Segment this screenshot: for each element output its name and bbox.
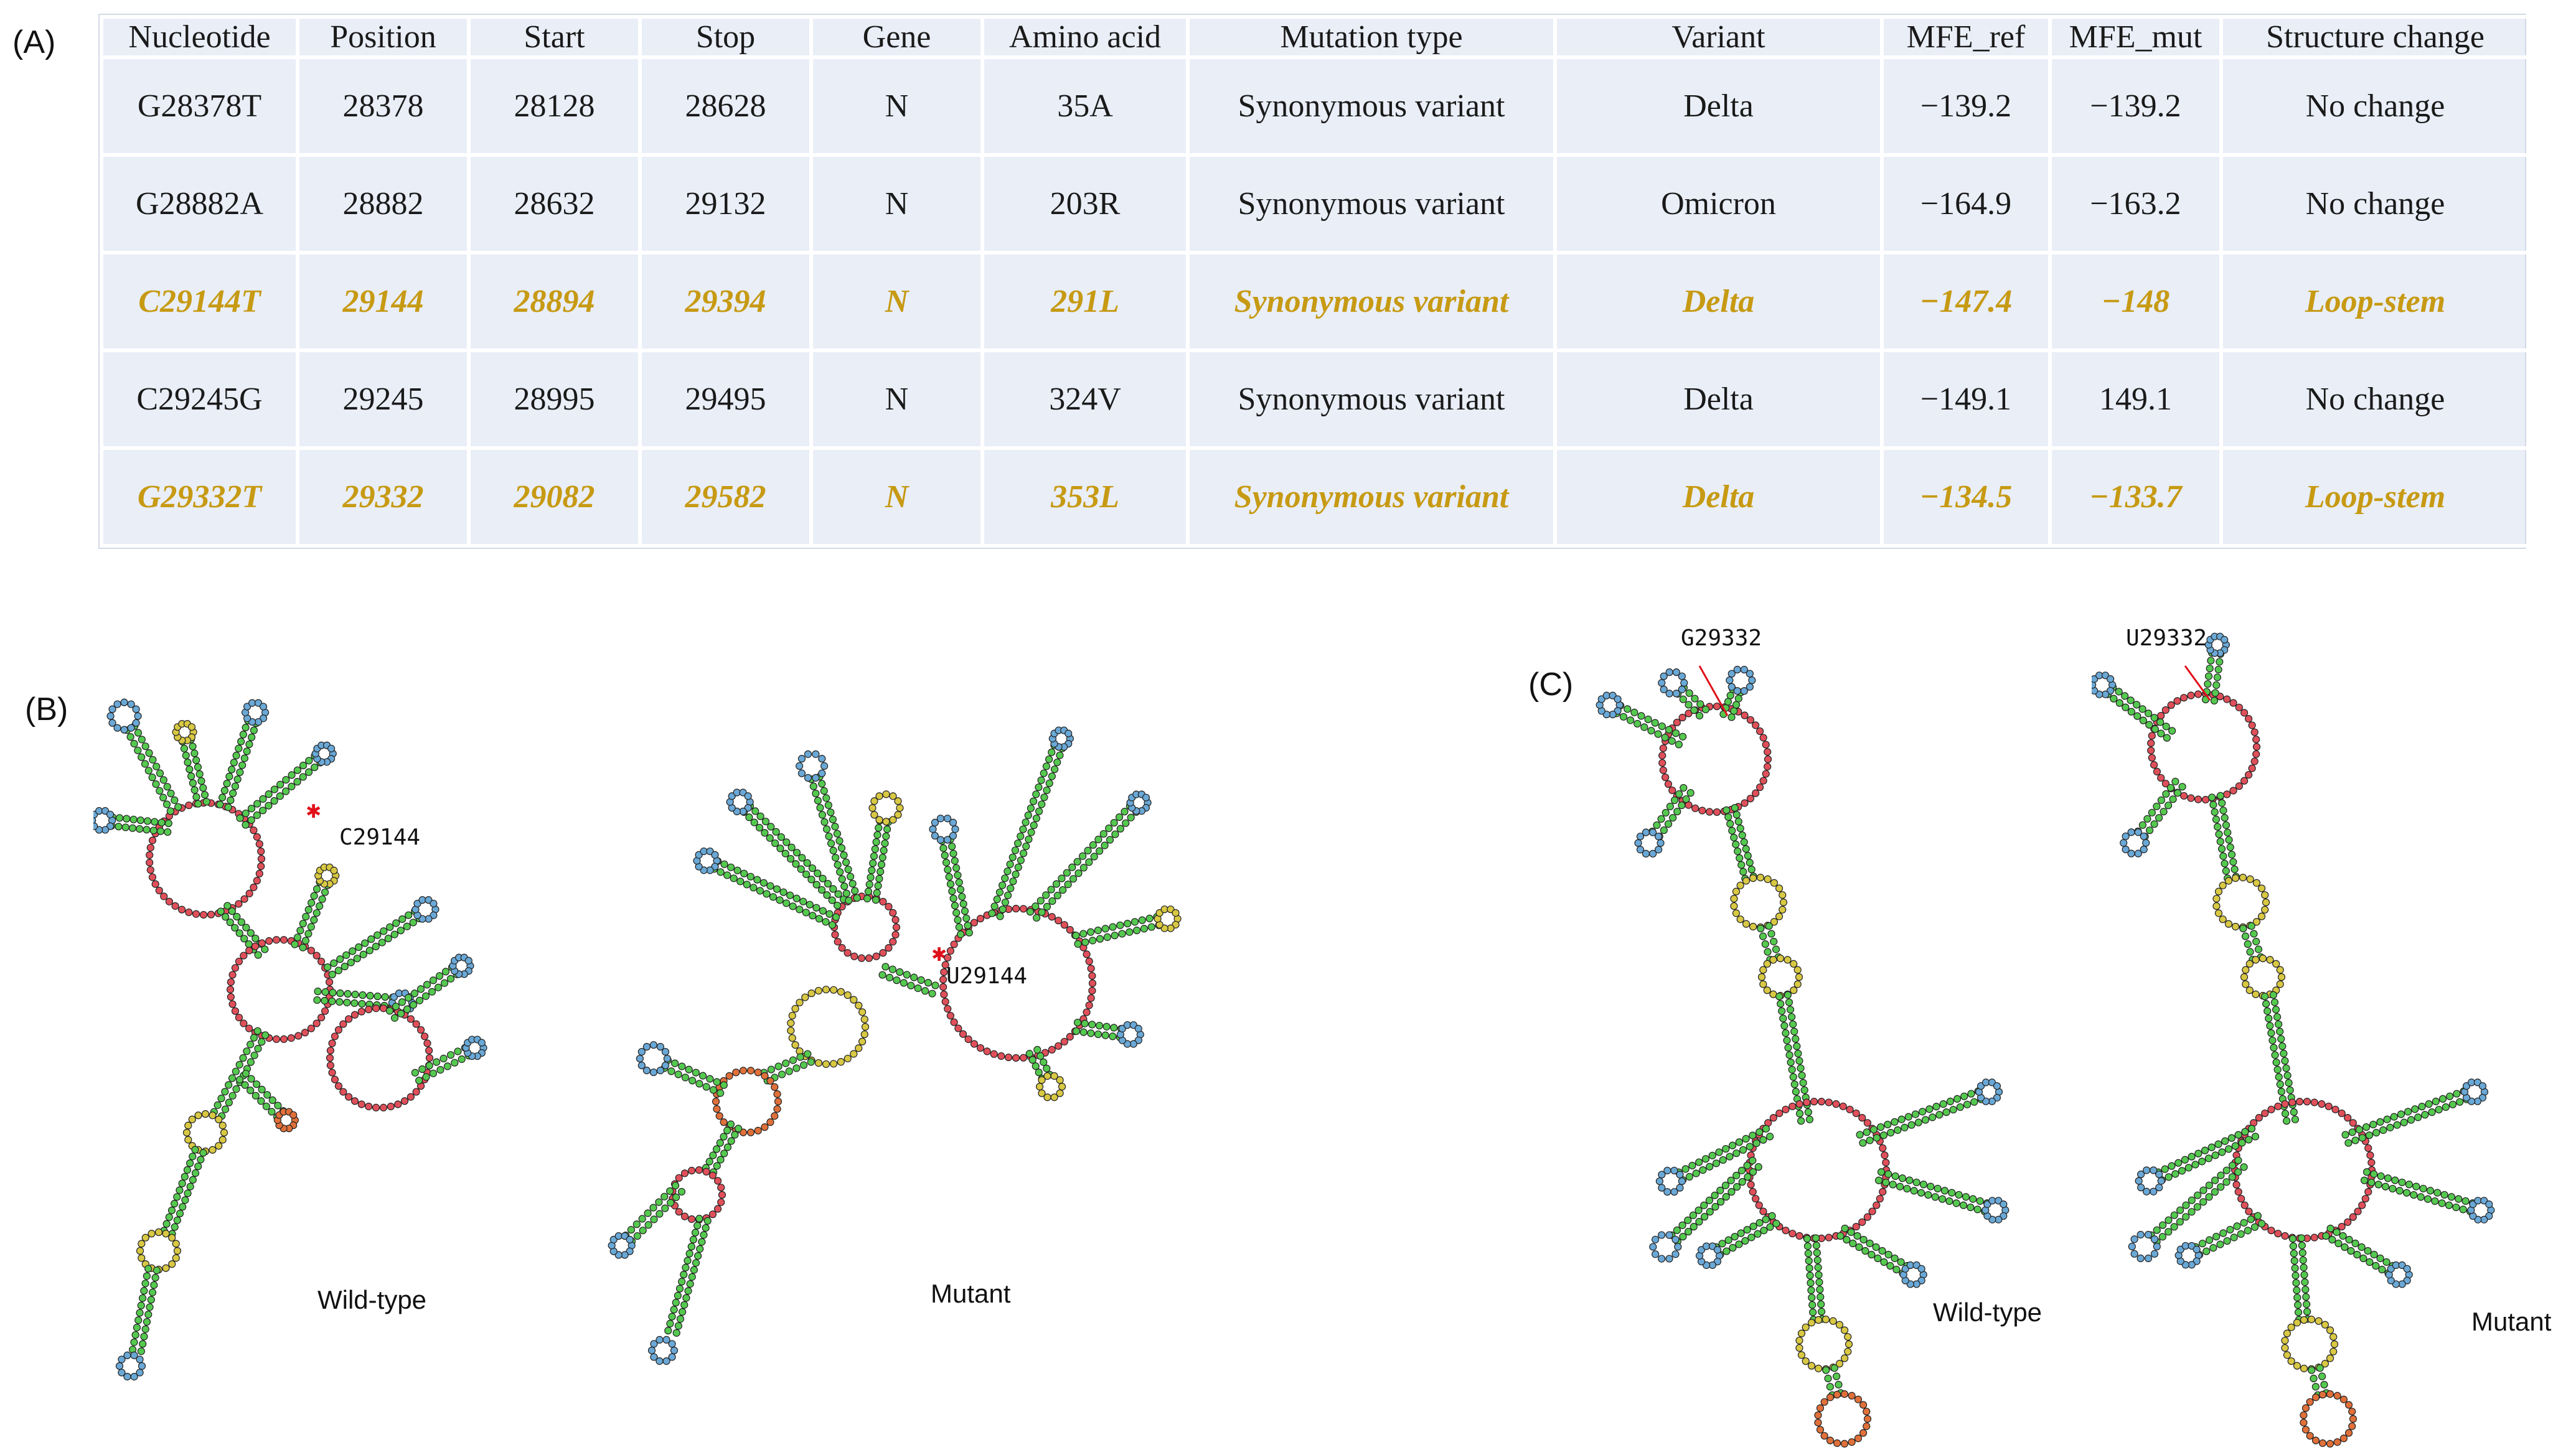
rna-structure-c-wildtype: [1596, 665, 2010, 1448]
table-cell: 28628: [638, 55, 813, 157]
table-cell: Synonymous variant: [1186, 349, 1557, 450]
column-header: MFE_ref: [1880, 15, 2052, 59]
table-cell: −163.2: [2048, 153, 2223, 255]
table-cell: 28378: [296, 55, 471, 157]
rna-structure-c-mutant-drawing: [2092, 632, 2495, 1448]
table-cell: Delta: [1553, 55, 1884, 157]
table-row: C29245G 29245 28995 29495 N 324V Synonymous va…: [100, 349, 2531, 450]
table-cell: 28882: [296, 153, 471, 255]
column-header: Gene: [809, 15, 984, 59]
column-header: Nucleotide: [100, 15, 299, 59]
column-header: Structure change: [2219, 15, 2531, 59]
table-cell: G28378T: [100, 55, 299, 157]
column-header: Position: [296, 15, 471, 59]
panel-label-a: (A): [12, 24, 56, 60]
table-cell: Loop-stem: [2219, 251, 2531, 352]
table-cell: Delta: [1553, 251, 1884, 352]
table-cell: Omicron: [1553, 153, 1884, 255]
table-cell: −148: [2048, 251, 2223, 352]
table-cell: −149.1: [1880, 349, 2052, 450]
table-header-row: Nucleotide Position Start Stop Gene Amino aci…: [100, 15, 2531, 59]
table-cell: −164.9: [1880, 153, 2052, 255]
table-cell: N: [809, 251, 984, 352]
rna-structure-b-wildtype: ✱: [93, 698, 487, 1381]
column-header: MFE_mut: [2048, 15, 2223, 59]
table-cell: No change: [2219, 55, 2531, 157]
table-cell: N: [809, 349, 984, 450]
table-row: C29144T 29144 28894 29394 N 291L Synonymous va…: [100, 251, 2531, 352]
table-cell: 291L: [980, 251, 1190, 352]
table-row: G28378T 28378 28128 28628 N 35A Synonymous var…: [100, 55, 2531, 157]
table-cell: Loop-stem: [2219, 446, 2531, 548]
column-header: Amino acid: [980, 15, 1190, 59]
table-cell: −139.2: [2048, 55, 2223, 157]
table-cell: 28632: [467, 153, 642, 255]
table-cell: No change: [2219, 153, 2531, 255]
table-cell: Synonymous variant: [1186, 153, 1557, 255]
table-cell: 28128: [467, 55, 642, 157]
table-cell: 29132: [638, 153, 813, 255]
column-header: Mutation type: [1186, 15, 1557, 59]
table-cell: 29144: [296, 251, 471, 352]
column-header: Stop: [638, 15, 813, 59]
table-cell: 203R: [980, 153, 1190, 255]
table-cell: Synonymous variant: [1186, 251, 1557, 352]
svg-text:✱: ✱: [306, 801, 321, 823]
table-cell: −147.4: [1880, 251, 2052, 352]
table-cell: N: [809, 55, 984, 157]
panel-label-c: (C): [1528, 667, 1574, 703]
rna-structure-c-mutant: [2092, 632, 2495, 1448]
table-cell: N: [809, 446, 984, 548]
caption-c-wildtype: Wild-type: [1933, 1298, 2042, 1327]
rna-structure-b-mutant: ✱: [608, 726, 1182, 1365]
rna-structure-b-wildtype-drawing: ✱: [93, 698, 487, 1381]
column-header: Variant: [1553, 15, 1884, 59]
table-cell: Synonymous variant: [1186, 446, 1557, 548]
table-cell: G29332T: [100, 446, 299, 548]
table-cell: −133.7: [2048, 446, 2223, 548]
table-cell: N: [809, 153, 984, 255]
table-cell: Delta: [1553, 446, 1884, 548]
table-cell: 29332: [296, 446, 471, 548]
caption-b-mutant: Mutant: [931, 1279, 1011, 1308]
table-cell: 35A: [980, 55, 1190, 157]
site-label-b-mutant: U29144: [946, 963, 1028, 989]
site-label-c-mutant: U29332: [2126, 625, 2207, 651]
table-cell: C29144T: [100, 251, 299, 352]
column-header: Start: [467, 15, 642, 59]
site-label-b-wildtype: C29144: [339, 825, 421, 850]
table-cell: 29245: [296, 349, 471, 450]
table-cell: 29582: [638, 446, 813, 548]
table-cell: 353L: [980, 446, 1190, 548]
table-cell: G28882A: [100, 153, 299, 255]
table-cell: −139.2: [1880, 55, 2052, 157]
table-cell: 29082: [467, 446, 642, 548]
table-cell: 29394: [638, 251, 813, 352]
caption-b-wildtype: Wild-type: [317, 1285, 427, 1314]
table-row: G28882A 28882 28632 29132 N 203R Synonymous va…: [100, 153, 2531, 255]
table-cell: Delta: [1553, 349, 1884, 450]
rna-structure-b-mutant-drawing: ✱: [608, 726, 1182, 1365]
table-cell: 324V: [980, 349, 1190, 450]
rna-structure-c-wildtype-drawing: [1596, 665, 2010, 1448]
panel-label-b: (B): [25, 691, 68, 728]
table-row: G29332T 29332 29082 29582 N 353L Synonymous va…: [100, 446, 2531, 548]
table-cell: 149.1: [2048, 349, 2223, 450]
site-label-c-wildtype: G29332: [1681, 625, 1762, 651]
table-cell: No change: [2219, 349, 2531, 450]
mutation-table: Nucleotide Position Start Stop Gene Amino aci…: [98, 14, 2531, 549]
table-cell: −134.5: [1880, 446, 2052, 548]
table-cell: 29495: [638, 349, 813, 450]
table-cell: Synonymous variant: [1186, 55, 1557, 157]
table-cell: 28894: [467, 251, 642, 352]
table-cell: 28995: [467, 349, 642, 450]
table-cell: C29245G: [100, 349, 299, 450]
caption-c-mutant: Mutant: [2471, 1307, 2552, 1336]
